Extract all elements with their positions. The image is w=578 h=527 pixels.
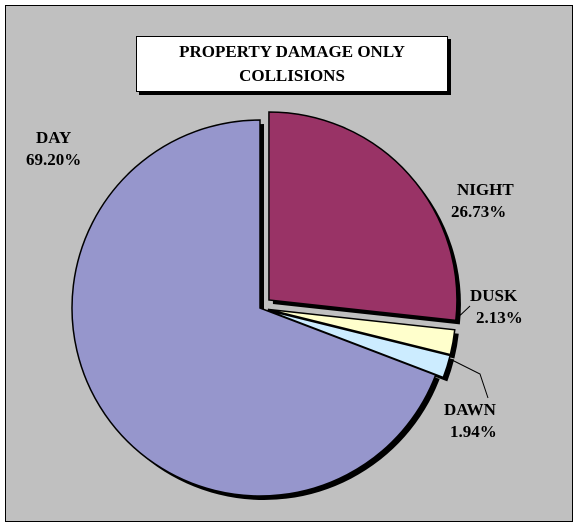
- slice-dusk: [267, 308, 456, 356]
- slice-label-dusk-name: DUSK: [470, 286, 518, 305]
- slice-label-dusk: DUSK 2.13%: [470, 285, 523, 329]
- chart-title-line-1: PROPERTY DAMAGE ONLY: [179, 42, 405, 61]
- slice-label-night-name: NIGHT: [457, 180, 514, 199]
- slice-label-night-value: 26.73%: [451, 202, 507, 221]
- leader-line-dawn: [451, 359, 489, 399]
- slice-label-day: DAY 69.20%: [26, 127, 81, 171]
- chart-title: PROPERTY DAMAGE ONLY COLLISIONS: [136, 36, 448, 92]
- slice-label-dawn-name: DAWN: [444, 400, 496, 419]
- slice-label-dawn-value: 1.94%: [450, 422, 497, 441]
- slice-night: [268, 111, 458, 322]
- slice-label-night: NIGHT 26.73%: [451, 179, 514, 223]
- slice-dawn: [267, 309, 452, 379]
- slice-label-day-name: DAY: [35, 128, 72, 147]
- slice-day: [71, 119, 437, 497]
- chart-title-line-2: COLLISIONS: [239, 66, 345, 85]
- leader-line-dusk: [451, 305, 471, 324]
- slice-label-dawn: DAWN 1.94%: [444, 399, 497, 443]
- slice-label-day-value: 69.20%: [26, 150, 82, 169]
- slice-label-dusk-value: 2.13%: [476, 308, 523, 327]
